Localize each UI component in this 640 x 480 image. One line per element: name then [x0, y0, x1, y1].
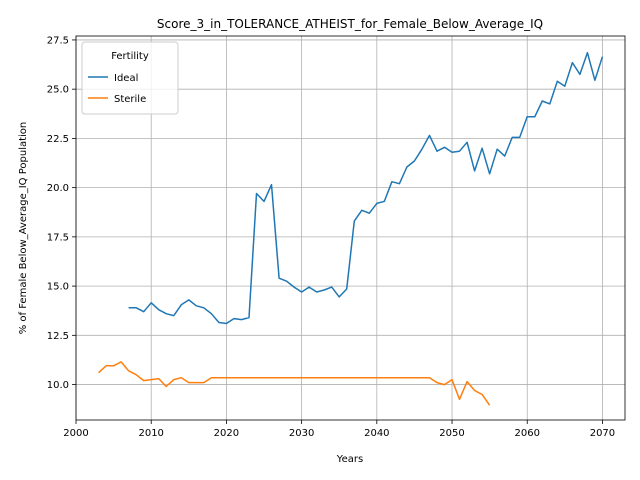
legend-box	[81, 41, 179, 115]
plot-area	[75, 35, 626, 421]
y-tick-label: 12.5	[47, 331, 69, 342]
y-tick-label: 17.5	[47, 232, 69, 243]
y-axis-label: % of Female Below_Average_IQ Population	[18, 122, 29, 335]
y-tick-label: 10.0	[47, 380, 69, 391]
legend-title: Fertility	[111, 51, 149, 62]
x-tick-label: 2070	[590, 428, 615, 439]
legend-label-ideal: Ideal	[114, 73, 138, 84]
y-tick-label: 20.0	[47, 183, 69, 194]
series-line-sterile	[98, 361, 491, 406]
x-tick-label: 2060	[515, 428, 540, 439]
x-tick-label: 2020	[214, 428, 239, 439]
x-tick-label: 2010	[138, 428, 163, 439]
x-tick-label: 2000	[63, 428, 88, 439]
x-tick-label: 2030	[289, 428, 314, 439]
series-line-ideal	[128, 51, 604, 325]
legend-label-sterile: Sterile	[114, 94, 146, 105]
y-tick-label: 15.0	[47, 282, 69, 293]
series-group	[98, 51, 604, 406]
y-tick-label: 25.0	[47, 85, 69, 96]
legend: Fertility Ideal Sterile	[81, 41, 179, 115]
chart-title: Score_3_in_TOLERANCE_ATHEIST_for_Female_…	[157, 17, 543, 31]
x-axis-label: Years	[336, 454, 363, 465]
axis-ticks: 2000 2010 2020 2030 2040 2050 2060 2070 10.0 12.5…	[47, 35, 615, 439]
x-tick-label: 2040	[364, 428, 389, 439]
y-tick-label: 27.5	[47, 35, 69, 46]
y-tick-label: 22.5	[47, 134, 69, 145]
grid	[75, 36, 625, 420]
x-tick-label: 2050	[439, 428, 464, 439]
